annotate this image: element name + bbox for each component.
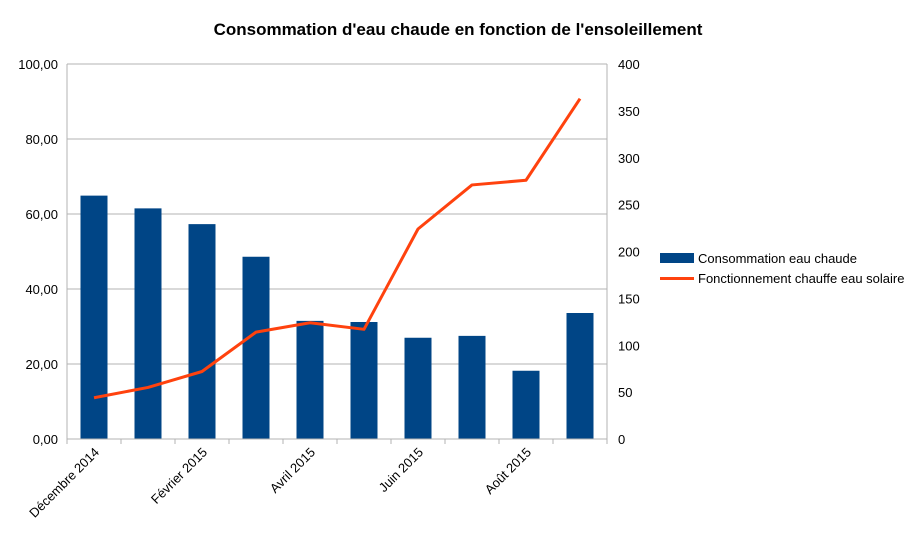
y-tick-label-right: 200 bbox=[618, 245, 640, 260]
bar bbox=[188, 224, 216, 439]
y-tick-label-left: 20,00 bbox=[25, 357, 58, 372]
y-tick-label-right: 350 bbox=[618, 104, 640, 119]
bar-series bbox=[80, 195, 594, 439]
y-tick-label-right: 0 bbox=[618, 432, 625, 447]
series-line bbox=[93, 97, 582, 400]
legend-swatch-bar bbox=[660, 253, 694, 263]
x-tick-label: Février 2015 bbox=[148, 445, 210, 507]
legend: Consommation eau chaude Fonctionnement c… bbox=[660, 248, 904, 288]
legend-label-consumption: Consommation eau chaude bbox=[698, 250, 857, 266]
y-axis-right-labels: 0 50 100 150 200 250 300 350 400 bbox=[618, 57, 640, 447]
line-series bbox=[93, 97, 582, 400]
y-tick-label-left: 60,00 bbox=[25, 207, 58, 222]
y-axis-left-labels: 0,00 20,00 40,00 60,00 80,00 100,00 bbox=[18, 57, 58, 447]
bar bbox=[512, 370, 540, 439]
y-tick-label-right: 300 bbox=[618, 151, 640, 166]
y-tick-label-right: 50 bbox=[618, 385, 632, 400]
legend-item-consumption: Consommation eau chaude bbox=[660, 248, 904, 268]
axes bbox=[66, 64, 608, 444]
legend-swatch-line bbox=[660, 276, 694, 280]
bar bbox=[80, 195, 108, 439]
x-tick-label: Juin 2015 bbox=[376, 445, 426, 495]
y-tick-label-right: 400 bbox=[618, 57, 640, 72]
x-tick-label: Avril 2015 bbox=[267, 445, 318, 496]
y-tick-label-left: 0,00 bbox=[33, 432, 58, 447]
legend-label-solar: Fonctionnement chauffe eau solaire bbox=[698, 270, 905, 286]
legend-item-solar: Fonctionnement chauffe eau solaire bbox=[660, 268, 904, 288]
bar bbox=[296, 320, 324, 439]
y-tick-label-right: 150 bbox=[618, 291, 640, 306]
bar bbox=[566, 313, 594, 439]
chart-title: Consommation d'eau chaude en fonction de… bbox=[213, 20, 703, 39]
bar bbox=[458, 335, 486, 439]
x-tick-label: Décembre 2014 bbox=[26, 445, 102, 521]
x-axis-labels: Décembre 2014 Février 2015 Avril 2015 Juin … bbox=[26, 445, 534, 521]
bar bbox=[350, 322, 378, 439]
y-tick-label-right: 100 bbox=[618, 338, 640, 353]
bar bbox=[404, 337, 432, 439]
x-tick-label: Août 2015 bbox=[482, 445, 535, 498]
bar bbox=[242, 256, 270, 439]
y-tick-label-right: 250 bbox=[618, 198, 640, 213]
y-tick-label-left: 40,00 bbox=[25, 282, 58, 297]
bar bbox=[134, 208, 162, 439]
y-tick-label-left: 100,00 bbox=[18, 57, 58, 72]
y-tick-label-left: 80,00 bbox=[25, 132, 58, 147]
